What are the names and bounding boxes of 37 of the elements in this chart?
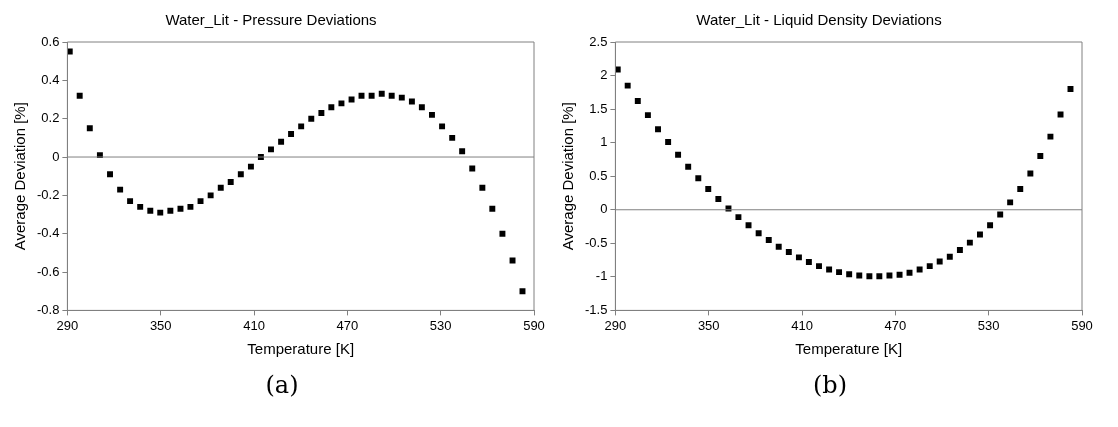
y-tick-label: -0.2 bbox=[36, 186, 60, 202]
chart-title: Water_Lit - Pressure Deviations bbox=[165, 11, 377, 29]
x-tick-label: 530 bbox=[429, 317, 452, 333]
y-tick-label: -1 bbox=[595, 268, 608, 284]
x-tick-label: 290 bbox=[56, 317, 79, 333]
y-tick-label: 2 bbox=[600, 67, 608, 83]
y-tick-label: -0.6 bbox=[36, 263, 60, 279]
x-tick-label: 350 bbox=[149, 317, 172, 333]
y-tick-label: -0.5 bbox=[584, 234, 608, 250]
y-tick-label: -1.5 bbox=[584, 301, 608, 317]
x-tick-label: 470 bbox=[336, 317, 359, 333]
y-tick-label: -0.8 bbox=[36, 301, 60, 317]
y-tick-label: -0.4 bbox=[36, 225, 60, 241]
y-axis-title: Average Deviation [%] bbox=[559, 102, 577, 251]
x-tick-label: 590 bbox=[523, 317, 545, 333]
x-tick-label: 470 bbox=[884, 317, 907, 333]
x-tick-label: 590 bbox=[1071, 317, 1093, 333]
text: (a) bbox=[264, 371, 300, 399]
x-axis-title: Temperature [K] bbox=[795, 340, 903, 358]
text: (b) bbox=[811, 371, 849, 399]
chart-title: Water_Lit - Liquid Density Deviations bbox=[696, 11, 942, 29]
x-tick-label: 410 bbox=[791, 317, 813, 333]
y-tick-label: 0 bbox=[600, 201, 608, 217]
y-tick-label: 0.6 bbox=[41, 33, 60, 49]
y-axis-title: Average Deviation [%] bbox=[11, 102, 29, 251]
x-axis-title: Temperature [K] bbox=[247, 340, 355, 358]
x-tick-label: 410 bbox=[243, 317, 265, 333]
x-tick-label: 290 bbox=[604, 317, 627, 333]
y-tick-label: 0.2 bbox=[41, 110, 60, 126]
y-tick-label: 0.5 bbox=[589, 167, 608, 183]
y-tick-label: 0.4 bbox=[41, 71, 60, 87]
x-tick-label: 530 bbox=[977, 317, 1000, 333]
y-tick-label: 2.5 bbox=[589, 33, 608, 49]
y-tick-label: 1 bbox=[600, 134, 608, 150]
y-tick-label: 0 bbox=[52, 148, 60, 164]
y-tick-label: 1.5 bbox=[589, 100, 608, 116]
x-tick-label: 350 bbox=[697, 317, 720, 333]
